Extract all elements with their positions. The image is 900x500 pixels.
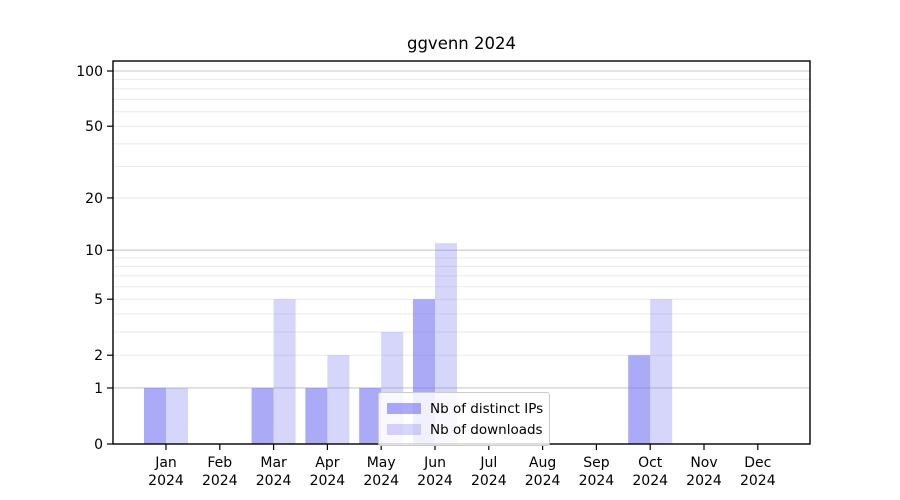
y-tick-label-50: 50: [85, 119, 103, 135]
x-tick-label-year-sep: 2024: [579, 473, 615, 489]
bar-downloads-mar: [273, 299, 296, 444]
bar-distinct-ips-may: [359, 387, 382, 444]
legend-label-distinct-ips: Nb of distinct IPs: [430, 400, 544, 417]
y-tick-label-2: 2: [94, 348, 103, 364]
y-tick-label-5: 5: [94, 292, 103, 308]
x-tick-label-year-oct: 2024: [632, 473, 668, 489]
x-tick-label-year-jan: 2024: [148, 473, 184, 489]
x-tick-label-month-feb: Feb: [207, 455, 232, 471]
chart-title: ggvenn 2024: [406, 34, 516, 53]
x-tick-label-month-jul: Jul: [479, 455, 497, 471]
legend: Nb of distinct IPs Nb of downloads: [378, 392, 550, 446]
y-tick-label-20: 20: [85, 191, 103, 207]
legend-label-downloads: Nb of downloads: [430, 421, 543, 438]
bar-distinct-ips-jan: [144, 387, 166, 444]
bar-downloads-apr: [327, 355, 350, 444]
y-tick-label-1: 1: [94, 381, 103, 397]
x-tick-label-year-aug: 2024: [525, 473, 561, 489]
axes-spines: [112, 60, 811, 445]
y-tick-label-100: 100: [76, 64, 103, 80]
x-tick-label-year-dec: 2024: [740, 473, 776, 489]
legend-swatch-downloads: [387, 424, 421, 435]
x-tick-label-year-apr: 2024: [310, 473, 346, 489]
x-tick-label-year-jul: 2024: [471, 473, 507, 489]
x-tick-label-month-aug: Aug: [529, 455, 556, 471]
bar-distinct-ips-apr: [305, 387, 328, 444]
legend-item-downloads: Nb of downloads: [387, 419, 543, 440]
x-tick-label-year-may: 2024: [363, 473, 399, 489]
x-tick-label-month-jun: Jun: [423, 455, 446, 471]
x-tick-label-year-jun: 2024: [417, 473, 453, 489]
x-tick-label-year-mar: 2024: [256, 473, 292, 489]
x-tick-label-month-mar: Mar: [260, 455, 287, 471]
x-tick-label-month-oct: Oct: [638, 455, 663, 471]
bar-downloads-oct: [650, 299, 673, 444]
x-tick-label-month-apr: Apr: [315, 455, 339, 471]
bar-distinct-ips-mar: [251, 387, 274, 444]
bar-distinct-ips-oct: [628, 355, 651, 444]
x-tick-label-month-may: May: [367, 455, 396, 471]
bar-downloads-jan: [166, 387, 188, 444]
x-tick-label-month-dec: Dec: [744, 455, 771, 471]
x-tick-label-month-nov: Nov: [690, 455, 717, 471]
x-tick-label-month-sep: Sep: [583, 455, 610, 471]
x-tick-label-year-nov: 2024: [686, 473, 722, 489]
x-tick-label-year-feb: 2024: [202, 473, 238, 489]
y-tick-label-0: 0: [94, 437, 103, 453]
legend-swatch-distinct-ips: [387, 403, 421, 414]
y-tick-label-10: 10: [85, 243, 103, 259]
legend-item-distinct-ips: Nb of distinct IPs: [387, 398, 544, 419]
x-tick-label-month-jan: Jan: [154, 455, 177, 471]
